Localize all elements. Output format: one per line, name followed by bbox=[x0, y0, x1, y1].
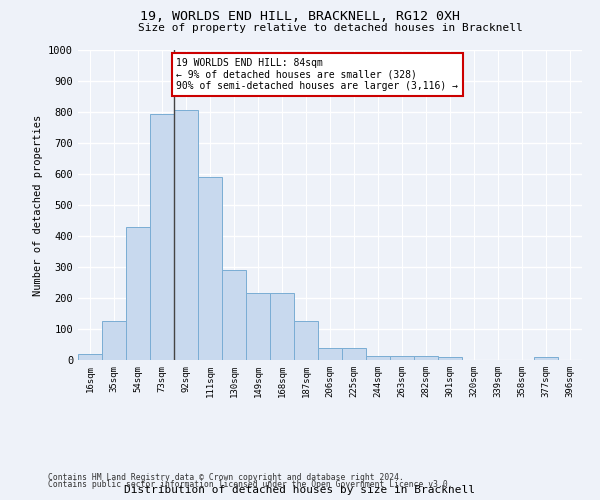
Bar bbox=[390, 356, 414, 360]
Text: Distribution of detached houses by size in Bracknell: Distribution of detached houses by size … bbox=[125, 485, 476, 495]
Bar bbox=[102, 322, 126, 360]
Text: Contains public sector information licensed under the Open Government Licence v3: Contains public sector information licen… bbox=[48, 480, 452, 489]
Bar bbox=[222, 270, 246, 360]
Bar bbox=[150, 114, 174, 360]
Bar bbox=[246, 294, 270, 360]
Bar bbox=[438, 357, 462, 360]
Bar bbox=[318, 348, 342, 360]
Text: Contains HM Land Registry data © Crown copyright and database right 2024.: Contains HM Land Registry data © Crown c… bbox=[48, 472, 404, 482]
Bar bbox=[534, 357, 558, 360]
Text: 19, WORLDS END HILL, BRACKNELL, RG12 0XH: 19, WORLDS END HILL, BRACKNELL, RG12 0XH bbox=[140, 10, 460, 23]
Bar bbox=[174, 110, 198, 360]
Bar bbox=[342, 348, 366, 360]
Bar bbox=[366, 356, 390, 360]
Title: Size of property relative to detached houses in Bracknell: Size of property relative to detached ho… bbox=[137, 22, 523, 32]
Bar bbox=[126, 226, 150, 360]
Bar bbox=[78, 354, 102, 360]
Bar bbox=[270, 294, 294, 360]
Bar bbox=[198, 177, 222, 360]
Bar bbox=[294, 320, 318, 360]
Text: 19 WORLDS END HILL: 84sqm
← 9% of detached houses are smaller (328)
90% of semi-: 19 WORLDS END HILL: 84sqm ← 9% of detach… bbox=[176, 58, 458, 91]
Y-axis label: Number of detached properties: Number of detached properties bbox=[32, 114, 43, 296]
Bar bbox=[414, 356, 438, 360]
